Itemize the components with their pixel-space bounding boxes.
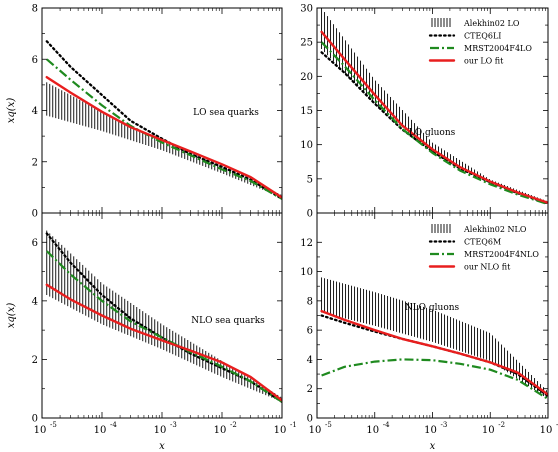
- legend-entry: MRST2004F4LO: [464, 44, 532, 53]
- y-tick-label: 0: [32, 209, 38, 220]
- panel-tl: 0 2 4 6 8 xq(x) LO sea quarks: [6, 4, 283, 220]
- panel-annotation: LO gluons: [409, 128, 456, 138]
- panel-data: [45, 40, 282, 201]
- x-tick-label: 10: [94, 425, 107, 436]
- y-tick-label: 2: [32, 355, 38, 366]
- y-tick-label: 8: [32, 4, 38, 15]
- x-tick-exponent: -3: [170, 421, 177, 429]
- y-tick-label: 10: [300, 267, 313, 278]
- legend-entry: CTEQ6M: [464, 238, 501, 247]
- panel-annotation: NLO gluons: [405, 303, 460, 313]
- y-tick-label: 6: [32, 238, 38, 249]
- y-tick-label: 2: [32, 157, 38, 168]
- x-tick-label: 10: [309, 425, 322, 436]
- series-line-mrst2004f4nlo: [46, 250, 282, 403]
- x-tick-exponent: -5: [50, 421, 57, 429]
- y-tick-label: 30: [300, 4, 313, 15]
- panel-tr: 0 5 10 15 20 25 30 LO gluons Alekhin02 LO CTEQ6LI…: [300, 4, 549, 220]
- y-tick-label: 25: [300, 38, 313, 49]
- x-axis-title: x: [430, 441, 436, 452]
- y-tick-label: 0: [307, 414, 313, 425]
- x-tick-label: 10: [424, 425, 437, 436]
- x-tick-exponent: -4: [383, 421, 390, 429]
- legend-entry: Alekhin02 NLO: [463, 225, 527, 234]
- panel-data: [320, 8, 548, 206]
- legend-entry: MRST2004F4NLO: [464, 250, 539, 259]
- y-tick-label: 4: [32, 296, 38, 307]
- y-tick-label: 0: [307, 209, 313, 220]
- y-axis-title: xq(x): [6, 303, 17, 329]
- legend-entry: CTEQ6LI: [464, 32, 501, 41]
- x-tick-exponent: -5: [325, 421, 332, 429]
- y-tick-label: 20: [300, 72, 313, 83]
- panel-frame: [316, 7, 549, 214]
- x-tick-label: 10: [366, 425, 379, 436]
- y-axis-title: xq(x): [6, 98, 17, 124]
- band-hatch: [321, 8, 548, 203]
- series-line-cteq6m: [320, 314, 548, 398]
- y-tick-label: 4: [307, 355, 313, 366]
- y-tick-label: 15: [300, 106, 313, 117]
- y-tick-label: 6: [32, 55, 38, 66]
- x-tick-label: 10: [154, 425, 167, 436]
- panel-annotation: NLO sea quarks: [191, 316, 265, 326]
- x-tick-exponent: -3: [441, 421, 448, 429]
- x-tick-label: 10: [274, 425, 287, 436]
- series-line-cteq6li: [45, 40, 282, 201]
- series-line-mrst2004f4nlo: [321, 358, 548, 400]
- x-tick-label: 10: [540, 425, 553, 436]
- legend: Alekhin02 NLO CTEQ6M MRST2004F4NLO our NLO …: [428, 224, 539, 272]
- x-tick-exponent: -2: [498, 421, 505, 429]
- panel-annotation: LO sea quarks: [193, 108, 259, 118]
- panel-data: [320, 277, 548, 400]
- x-tick-label: 10: [482, 425, 495, 436]
- x-tick-label: 10: [34, 425, 47, 436]
- x-axis-title: x: [159, 441, 165, 452]
- legend-entry: Alekhin02 LO: [463, 19, 520, 28]
- legend: Alekhin02 LO CTEQ6LI MRST2004F4LO our LO fi…: [428, 18, 532, 66]
- y-tick-label: 6: [307, 326, 313, 337]
- y-tick-label: 4: [32, 106, 38, 117]
- y-tick-label: 5: [307, 174, 313, 185]
- series-line-our-nlo-fit: [320, 309, 548, 396]
- x-tick-exponent: -2: [230, 421, 237, 429]
- x-tick-label: 10: [214, 425, 227, 436]
- series-line-our-lo-fit: [320, 30, 548, 204]
- band-hatch: [321, 277, 548, 399]
- x-tick-exponent: -1: [290, 421, 297, 429]
- x-tick-exponent: -1: [556, 421, 558, 429]
- y-tick-label: 2: [307, 384, 313, 395]
- y-tick-label: 10: [300, 140, 313, 151]
- legend-entry: our NLO fit: [464, 263, 511, 272]
- series-line-our-lo-fit: [45, 76, 282, 199]
- series-line-mrst2004f4lo: [320, 41, 548, 206]
- y-tick-label: 12: [300, 238, 313, 249]
- series-line-mrst2004f4lo: [46, 58, 282, 200]
- panel-data: [45, 230, 282, 404]
- legend-entry: our LO fit: [464, 57, 504, 66]
- y-tick-label: 8: [307, 296, 313, 307]
- series-line-our-nlo-fit: [45, 283, 282, 402]
- y-tick-label: 0: [32, 414, 38, 425]
- x-tick-exponent: -4: [110, 421, 117, 429]
